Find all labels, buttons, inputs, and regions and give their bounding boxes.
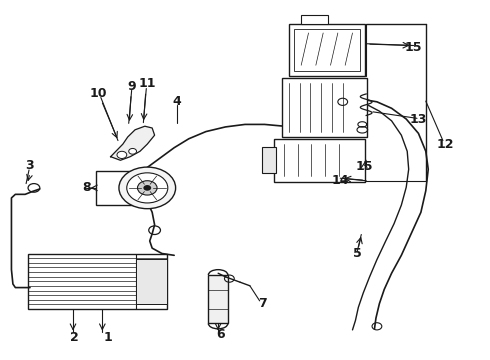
Text: 4: 4 xyxy=(172,95,181,108)
Bar xyxy=(27,253,167,309)
Text: 5: 5 xyxy=(353,247,362,260)
Bar xyxy=(294,30,360,71)
Text: 11: 11 xyxy=(139,77,156,90)
Bar xyxy=(136,259,167,303)
Circle shape xyxy=(127,173,168,203)
Text: 12: 12 xyxy=(437,138,454,150)
Text: 6: 6 xyxy=(216,328,225,341)
Text: 3: 3 xyxy=(24,159,33,172)
Circle shape xyxy=(129,148,137,154)
Circle shape xyxy=(119,167,175,209)
Text: 15: 15 xyxy=(356,160,373,173)
Text: 1: 1 xyxy=(104,331,113,344)
Text: 10: 10 xyxy=(90,87,107,100)
Circle shape xyxy=(144,185,151,191)
Bar xyxy=(289,24,365,76)
Bar xyxy=(96,171,140,205)
Bar xyxy=(262,147,276,173)
Text: 2: 2 xyxy=(70,331,78,344)
Circle shape xyxy=(138,181,157,195)
Text: 14: 14 xyxy=(332,174,349,186)
Polygon shape xyxy=(111,126,155,160)
Text: 13: 13 xyxy=(410,113,427,126)
Circle shape xyxy=(117,151,127,158)
Text: 15: 15 xyxy=(405,41,422,54)
Text: 7: 7 xyxy=(258,297,267,310)
Bar xyxy=(208,275,228,323)
Text: 8: 8 xyxy=(82,181,91,194)
Text: 9: 9 xyxy=(127,80,136,93)
Bar xyxy=(282,78,367,137)
Bar xyxy=(301,15,328,24)
Bar xyxy=(274,139,365,182)
